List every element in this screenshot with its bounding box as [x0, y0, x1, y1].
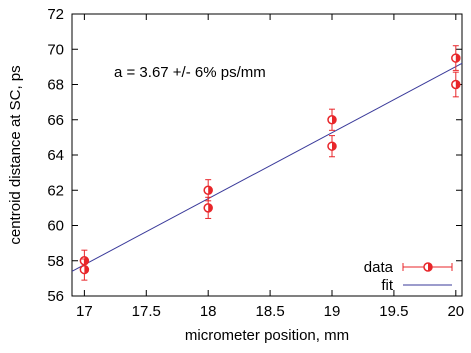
- data-point: [327, 141, 337, 151]
- point-fill: [84, 265, 89, 274]
- x-axis-label: micrometer position, mm: [185, 327, 349, 344]
- legend-swatch-data-marker: [423, 262, 433, 272]
- fit-layer: [71, 62, 463, 272]
- fit-line: [71, 62, 463, 272]
- y-tick-label: 68: [47, 77, 64, 94]
- legend-swatches: [402, 262, 453, 286]
- x-tick-label: 17: [76, 303, 93, 320]
- data-point: [451, 79, 461, 90]
- legend: data fit: [364, 259, 453, 294]
- data-points: [79, 45, 461, 281]
- x-tick-label: 20: [447, 303, 464, 320]
- x-tick-label: 19: [324, 303, 341, 320]
- x-axis: 17 17.5 18 18.5 19 19.5 20: [76, 14, 464, 320]
- point-fill: [208, 186, 213, 195]
- y-axis-label: centroid distance at SC, ps: [7, 65, 24, 244]
- y-tick-label: 66: [47, 112, 64, 129]
- x-tick-label: 19.5: [379, 303, 408, 320]
- y-tick-label: 62: [47, 182, 64, 199]
- annotation: a = 3.67 +/- 6% ps/mm: [114, 64, 266, 81]
- legend-label-data: data: [364, 259, 394, 276]
- x-tick-label: 17.5: [132, 303, 161, 320]
- data-point: [451, 53, 461, 63]
- data-point: [327, 115, 337, 125]
- point-fill: [428, 263, 432, 271]
- point-fill: [332, 115, 336, 124]
- data-point: [203, 203, 213, 213]
- point-fill: [455, 80, 460, 89]
- point-fill: [332, 142, 336, 151]
- y-tick-label: 72: [47, 6, 64, 23]
- plot-frame: [71, 13, 463, 297]
- point-fill: [208, 203, 213, 212]
- y-tick-label: 64: [47, 147, 64, 164]
- y-axis: 56 58 60 62 64 66 68 70 72: [47, 6, 462, 305]
- y-tick-label: 56: [47, 288, 64, 305]
- data-point: [203, 185, 213, 195]
- y-tick-label: 58: [47, 253, 64, 270]
- y-tick-label: 60: [47, 218, 64, 235]
- x-tick-label: 18: [200, 303, 217, 320]
- y-tick-label: 70: [47, 41, 64, 58]
- point-fill: [455, 54, 460, 63]
- data-point: [79, 264, 90, 275]
- legend-label-fit: fit: [381, 277, 394, 294]
- x-tick-label: 18.5: [255, 303, 284, 320]
